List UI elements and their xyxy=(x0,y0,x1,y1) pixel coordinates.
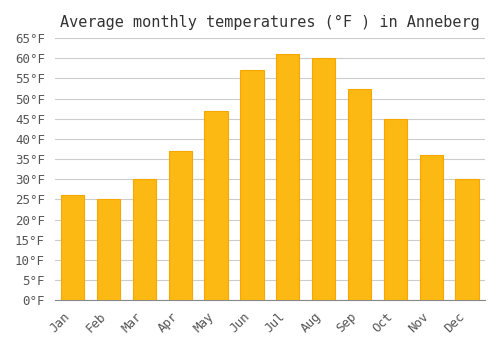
Bar xyxy=(240,70,264,300)
Bar xyxy=(204,111,228,300)
Bar xyxy=(168,151,192,300)
Bar xyxy=(420,155,443,300)
Bar xyxy=(132,179,156,300)
Bar xyxy=(276,54,299,300)
Bar xyxy=(384,119,407,300)
Bar xyxy=(456,179,478,300)
Bar xyxy=(97,199,120,300)
Title: Average monthly temperatures (°F ) in Anneberg: Average monthly temperatures (°F ) in An… xyxy=(60,15,480,30)
Bar xyxy=(348,89,371,300)
Bar xyxy=(61,195,84,300)
Bar xyxy=(312,58,336,300)
